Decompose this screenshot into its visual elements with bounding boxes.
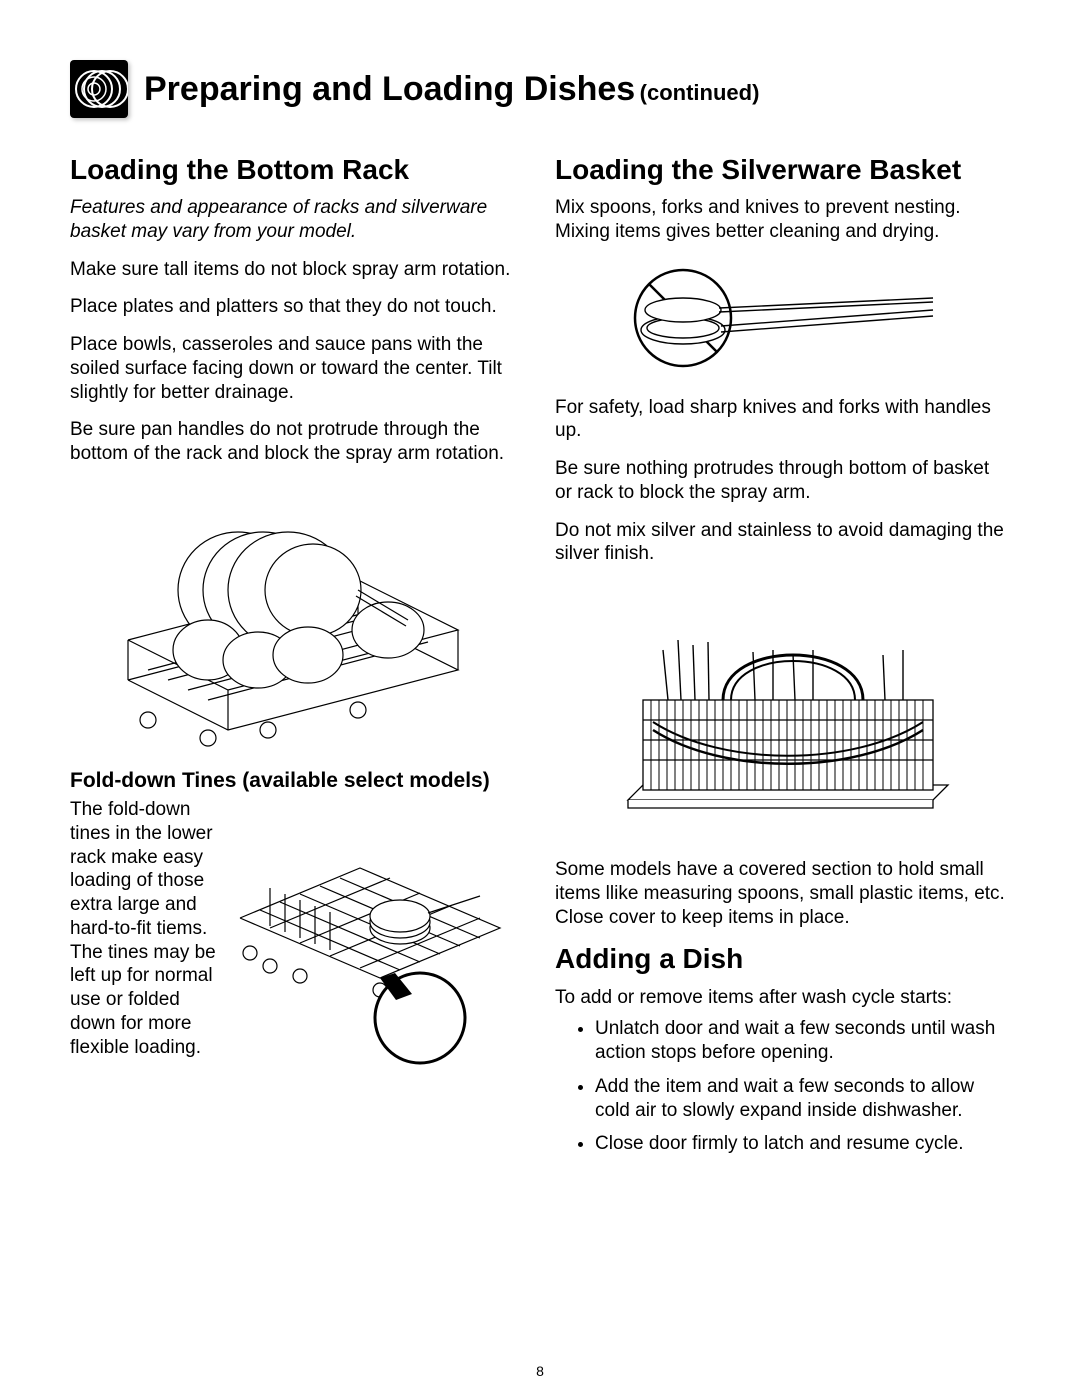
bottom-rack-illustration [70,480,525,750]
silverware-heading: Loading the Silverware Basket [555,154,1010,186]
dishes-icon [70,60,128,118]
page-title: Preparing and Loading Dishes (continued) [144,70,759,109]
silverware-p4: Do not mix silver and stainless to avoid… [555,519,1010,567]
fold-tines-block: The fold-down tines in the lower rack ma… [70,798,525,1073]
adding-step-3: Close door firmly to latch and resume cy… [595,1132,1010,1156]
page-title-continued: (continued) [640,80,760,105]
bottom-rack-p3: Place bowls, casseroles and sauce pans w… [70,333,525,404]
fold-tines-subhead: Fold-down Tines (available select models… [70,768,525,794]
bottom-rack-heading: Loading the Bottom Rack [70,154,525,186]
left-column: Loading the Bottom Rack Features and app… [70,154,525,1166]
model-note: Features and appearance of racks and sil… [70,196,525,244]
page-number: 8 [0,1363,1080,1379]
page-title-text: Preparing and Loading Dishes [144,70,635,108]
adding-dish-heading: Adding a Dish [555,943,1010,975]
silverware-p3: Be sure nothing protrudes through bottom… [555,457,1010,505]
page-header: Preparing and Loading Dishes (continued) [70,60,1010,118]
fold-tines-text: The fold-down tines in the lower rack ma… [70,798,220,1073]
bottom-rack-p2: Place plates and platters so that they d… [70,295,525,319]
adding-step-2: Add the item and wait a few seconds to a… [595,1075,1010,1123]
fold-tines-illustration [230,798,525,1073]
no-nesting-illustration [555,258,1010,378]
adding-dish-intro: To add or remove items after wash cycle … [555,986,1010,1010]
adding-step-1: Unlatch door and wait a few seconds unti… [595,1017,1010,1065]
silverware-p2: For safety, load sharp knives and forks … [555,396,1010,444]
silverware-p5: Some models have a covered section to ho… [555,858,1010,929]
adding-dish-steps: Unlatch door and wait a few seconds unti… [555,1017,1010,1156]
content-columns: Loading the Bottom Rack Features and app… [70,154,1010,1166]
silverware-basket-illustration [555,580,1010,840]
bottom-rack-p4: Be sure pan handles do not protrude thro… [70,418,525,466]
bottom-rack-p1: Make sure tall items do not block spray … [70,258,525,282]
right-column: Loading the Silverware Basket Mix spoons… [555,154,1010,1166]
silverware-p1: Mix spoons, forks and knives to prevent … [555,196,1010,244]
